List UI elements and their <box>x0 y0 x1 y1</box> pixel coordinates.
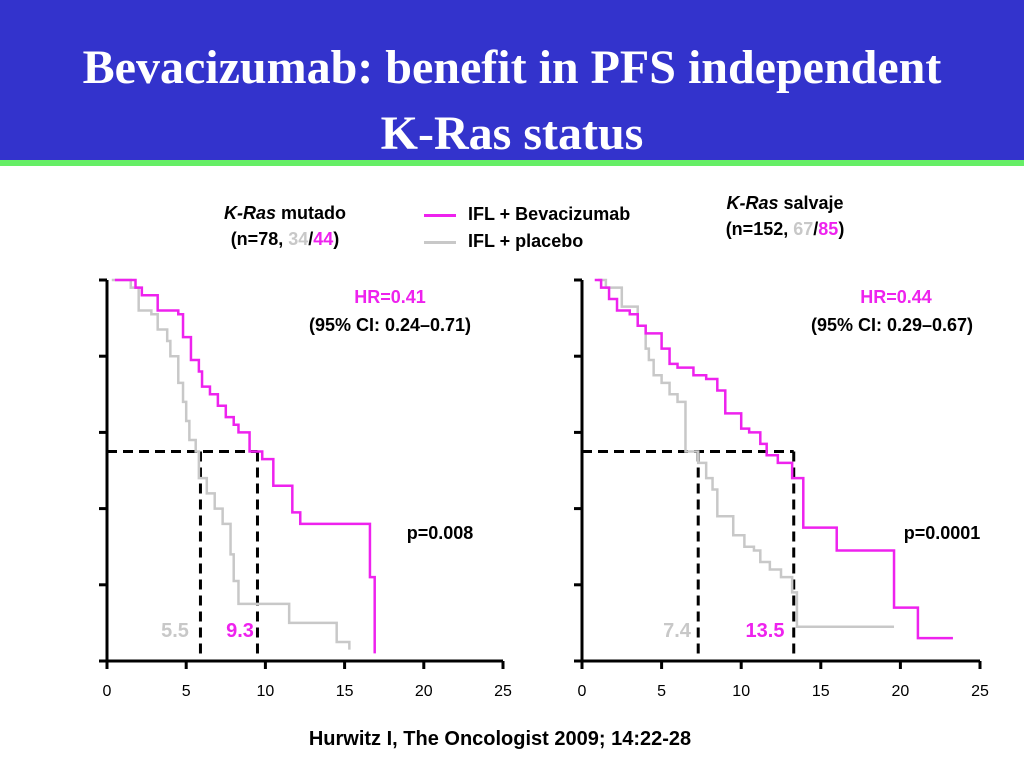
panel-1-curve-bevacizumab <box>114 278 376 654</box>
panel-2-x-tick-label-1: 5 <box>657 683 666 700</box>
panel-1-hr: HR=0.41 <box>354 287 426 307</box>
panel-1-gene: K-Ras <box>223 203 276 223</box>
panel-2-n-sep: / <box>813 219 819 239</box>
panel-2-p-value: p=0.0001 <box>903 523 981 543</box>
panel-1-x-tick-label-4: 20 <box>415 683 433 700</box>
panel-2-curve-bevacizumab <box>594 278 953 640</box>
panel-1-n-placebo: 34 <box>288 229 309 249</box>
panel-1-n-prefix: (n=78, <box>230 229 289 249</box>
panel-1-header: K-Ras mutado <box>180 202 390 224</box>
panel-1-status: mutado <box>276 203 346 223</box>
slide-title-line-2: K-Ras status <box>380 107 644 160</box>
panel-2-curve-placebo <box>597 278 895 628</box>
panel-1-x-tick-label-2: 10 <box>257 683 275 700</box>
panel-2-gene: K-Ras <box>726 193 779 213</box>
panel-2-x-tick-label-4: 20 <box>892 683 910 700</box>
panel-2-median-placebo: 7.4 <box>663 620 691 642</box>
legend-label-placebo: IFL + placebo <box>468 231 584 251</box>
title-rule <box>0 160 1024 166</box>
panel-2-median-bev: 13.5 <box>745 620 785 642</box>
panel-1-median-bev: 9.3 <box>226 620 254 642</box>
panel-1-x-tick-label-1: 5 <box>182 683 191 700</box>
legend-label-bevacizumab: IFL + Bevacizumab <box>468 204 631 224</box>
panel-2-status: salvaje <box>778 193 844 213</box>
panel-1-x-tick-label-0: 0 <box>103 683 112 700</box>
panel-2-n-placebo: 67 <box>793 219 814 239</box>
panel-2-header: K-Ras salvaje <box>680 192 890 214</box>
panel-1-curve-placebo <box>111 278 351 650</box>
slide-title-line-1: Bevacizumab: benefit in PFS independent <box>82 41 942 94</box>
panel-1-x-tick-label-3: 15 <box>336 683 354 700</box>
panel-1-n-suffix: ) <box>333 229 340 249</box>
panel-1-p-value: p=0.008 <box>406 523 474 543</box>
legend-swatch-bevacizumab <box>424 214 456 217</box>
panel-2-n-suffix: ) <box>838 219 845 239</box>
panel-2-n: (n=152, 67/85) <box>680 218 890 240</box>
panel-2-n-prefix: (n=152, <box>725 219 794 239</box>
legend-swatch-placebo <box>424 241 456 244</box>
panel-1-x-tick-label-5: 25 <box>494 683 512 700</box>
title-bar <box>0 0 1024 160</box>
panel-2-x-tick-label-2: 10 <box>732 683 750 700</box>
panel-1-ci: (95% CI: 0.24–0.71) <box>308 315 472 335</box>
citation: Hurwitz I, The Oncologist 2009; 14:22-28 <box>308 728 692 750</box>
panel-1-n: (n=78, 34/44) <box>180 228 390 250</box>
panel-2-x-tick-label-5: 25 <box>971 683 989 700</box>
panel-1-n-sep: / <box>308 229 314 249</box>
panel-2-hr: HR=0.44 <box>860 287 932 307</box>
panel-2-n-bev: 85 <box>818 219 839 239</box>
panel-1-n-bev: 44 <box>313 229 334 249</box>
panel-2-x-tick-label-3: 15 <box>812 683 830 700</box>
panel-2-x-tick-label-0: 0 <box>578 683 587 700</box>
panel-2-ci: (95% CI: 0.29–0.67) <box>810 315 974 335</box>
panel-1-median-placebo: 5.5 <box>161 620 189 642</box>
